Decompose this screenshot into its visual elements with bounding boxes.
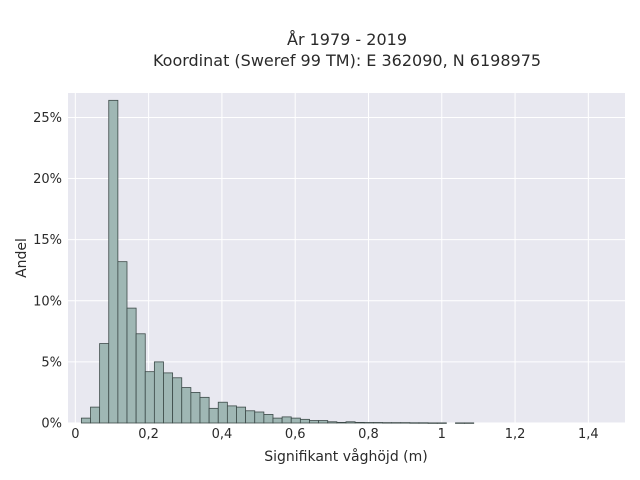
histogram-bar [153, 361, 164, 424]
y-tick-label: 20% [33, 172, 62, 187]
histogram-bar [172, 377, 183, 424]
bars [80, 99, 475, 424]
histogram-bar [263, 414, 274, 424]
histogram-bar [90, 406, 101, 424]
histogram-bar [108, 99, 119, 424]
y-tick-label: 5% [41, 355, 62, 370]
x-axis-ticks: 0 0,2 0,4 0,6 0,8 1 1,2 1,4 [71, 427, 599, 442]
x-tick-label: 0,2 [138, 427, 159, 442]
histogram-bar [427, 422, 438, 424]
histogram-bar [436, 422, 447, 424]
histogram-bar [318, 420, 329, 424]
chart-title: År 1979 - 2019 [287, 30, 407, 49]
histogram-bar [299, 418, 310, 424]
histogram-bar [254, 411, 265, 424]
histogram-bar [336, 421, 347, 424]
histogram-bar [80, 417, 91, 424]
histogram-bar [135, 333, 146, 424]
histogram-bar [208, 407, 219, 424]
y-tick-label: 0% [41, 417, 62, 432]
x-tick-label: 1,4 [578, 427, 599, 442]
y-tick-label: 15% [33, 233, 62, 248]
histogram-bar [144, 371, 155, 424]
histogram-bar [163, 372, 174, 424]
histogram-bar [372, 422, 383, 424]
histogram-bar [126, 307, 137, 424]
histogram-bar [181, 387, 192, 424]
histogram-bar [290, 417, 301, 424]
histogram-bar [400, 422, 411, 424]
chart-subtitle: Koordinat (Sweref 99 TM): E 362090, N 61… [153, 51, 541, 70]
histogram-bar [190, 392, 201, 424]
histogram-bar [217, 401, 228, 424]
histogram-bar [363, 422, 374, 424]
x-tick-label: 0,4 [212, 427, 233, 442]
histogram-bar [226, 405, 237, 424]
y-axis-label: Andel [14, 238, 30, 278]
x-tick-label: 0,8 [358, 427, 379, 442]
histogram-bar [391, 422, 402, 424]
histogram-bar [245, 410, 256, 424]
histogram-bar [455, 422, 466, 424]
x-tick-label: 1 [438, 427, 446, 442]
histogram-bar [236, 406, 247, 424]
histogram-bar [281, 416, 292, 424]
histogram-bar [409, 422, 420, 424]
x-tick-label: 0,6 [285, 427, 306, 442]
histogram-bar [464, 422, 475, 424]
y-tick-label: 10% [33, 294, 62, 309]
histogram-bar [382, 422, 393, 424]
histogram-bar [345, 421, 356, 424]
histogram-bar [199, 396, 210, 424]
histogram-bar [354, 421, 365, 424]
x-tick-label: 0 [71, 427, 79, 442]
y-tick-label: 25% [33, 111, 62, 126]
x-axis-label: Signifikant våghöjd (m) [264, 448, 427, 465]
histogram-bar [99, 343, 110, 424]
histogram-bar [272, 417, 283, 424]
histogram-bar [327, 421, 338, 424]
histogram-bar [418, 422, 429, 424]
histogram-bar [117, 261, 128, 424]
histogram-bar [309, 420, 320, 424]
y-axis-ticks: 0% 5% 10% 15% 20% 25% [33, 111, 62, 432]
x-tick-label: 1,2 [505, 427, 526, 442]
